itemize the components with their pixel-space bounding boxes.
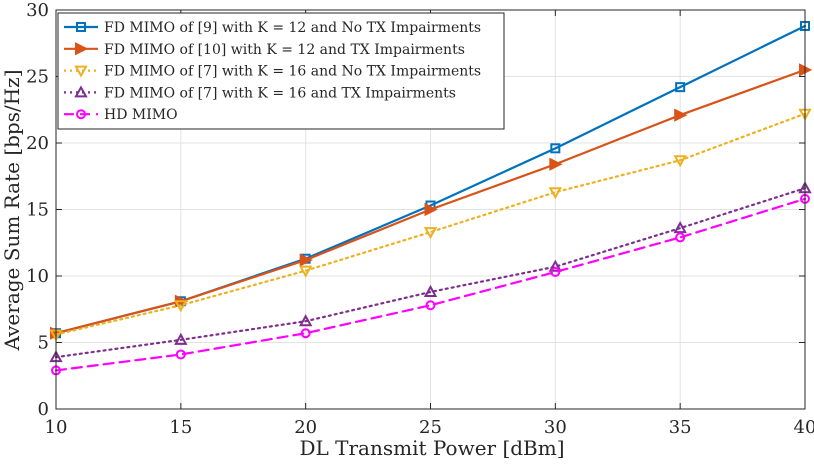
legend-label: FD MIMO of [9] with K = 12 and No TX Imp… (104, 20, 481, 36)
data-point (675, 232, 686, 243)
tick-labels: 10 15 20 25 30 35 40 0 5 10 15 20 25 30 (26, 0, 814, 438)
legend-label: FD MIMO of [7] with K = 16 and No TX Imp… (104, 64, 481, 80)
legend: FD MIMO of [9] with K = 12 and No TX Imp… (57, 12, 505, 130)
data-point (549, 157, 563, 171)
legend-label: HD MIMO (104, 107, 178, 123)
data-point (425, 300, 436, 311)
y-axis-label: Average Sum Rate [bps/Hz] (0, 69, 24, 351)
legend-item: FD MIMO of [9] with K = 12 and No TX Imp… (64, 20, 481, 36)
legend-item: FD MIMO of [7] with K = 16 and No TX Imp… (64, 64, 481, 80)
legend-marker (75, 42, 89, 56)
y-tick-label: 20 (26, 133, 49, 154)
data-point (423, 227, 438, 240)
data-point (673, 221, 687, 234)
legend-marker (74, 85, 88, 98)
data-point (548, 187, 563, 200)
series-line (54, 197, 807, 372)
series-lines (49, 20, 813, 376)
x-tick-label: 25 (419, 417, 442, 438)
data-point (673, 155, 687, 168)
data-point (174, 332, 188, 345)
data-point (550, 143, 561, 154)
y-tick-label: 5 (38, 333, 49, 354)
data-point (424, 202, 438, 217)
data-point (550, 267, 561, 278)
data-point (298, 265, 313, 278)
data-point (674, 108, 688, 122)
data-point (299, 253, 313, 267)
series-5 (51, 193, 810, 376)
legend-label: FD MIMO of [7] with K = 16 and TX Impair… (104, 85, 456, 101)
legend-item: FD MIMO of [7] with K = 16 and TX Impair… (64, 85, 456, 101)
series-line (54, 187, 807, 359)
y-tick-label: 15 (26, 200, 49, 221)
data-point (675, 82, 686, 93)
x-tick-label: 35 (669, 417, 692, 438)
y-tick-label: 25 (26, 67, 49, 88)
plot-frame (55, 9, 806, 410)
data-point (548, 259, 563, 272)
legend-item: HD MIMO (64, 107, 178, 123)
x-axis-label: DL Transmit Power [dBm] (299, 436, 564, 460)
legend-marker (74, 65, 88, 78)
x-tick-label: 30 (544, 417, 567, 438)
legend-item: FD MIMO of [10] with K = 12 and TX Impai… (64, 42, 465, 58)
x-tick-label: 10 (45, 417, 68, 438)
legend-marker (76, 22, 86, 32)
x-tick-label: 40 (794, 417, 814, 438)
series-line (54, 112, 807, 336)
x-tick-label: 20 (294, 417, 317, 438)
y-tick-label: 30 (26, 0, 49, 21)
legend-marker (76, 109, 86, 120)
legend-label: FD MIMO of [10] with K = 12 and TX Impai… (104, 42, 465, 58)
y-tick-label: 10 (26, 266, 49, 287)
y-tick-label: 0 (38, 399, 49, 420)
data-point (300, 328, 311, 339)
data-point (298, 314, 313, 327)
data-point (174, 300, 188, 313)
x-tick-label: 15 (169, 417, 192, 438)
data-point (175, 349, 186, 360)
legend-box (57, 12, 505, 130)
data-point (423, 284, 438, 297)
